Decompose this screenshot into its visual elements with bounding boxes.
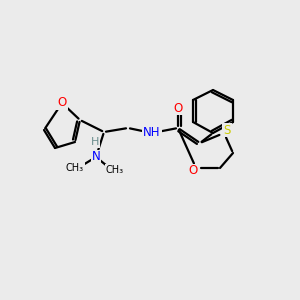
Text: S: S xyxy=(223,124,231,136)
Text: CH₃: CH₃ xyxy=(66,163,84,173)
Text: O: O xyxy=(57,97,67,110)
Text: N: N xyxy=(92,151,100,164)
Text: O: O xyxy=(188,164,198,178)
Text: H: H xyxy=(91,137,99,147)
Text: CH₃: CH₃ xyxy=(106,165,124,175)
Text: O: O xyxy=(173,101,183,115)
Text: NH: NH xyxy=(143,127,161,140)
